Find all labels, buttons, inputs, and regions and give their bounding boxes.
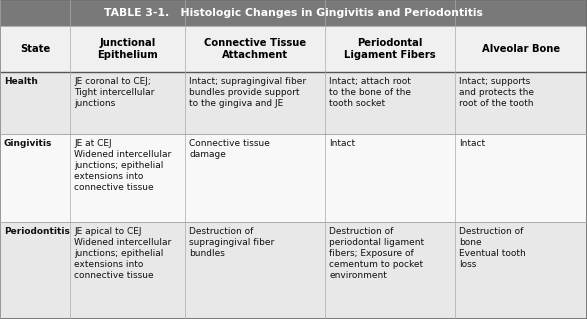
Text: JE coronal to CEJ;
Tight intercellular
junctions: JE coronal to CEJ; Tight intercellular j… bbox=[74, 77, 154, 108]
Text: TABLE 3-1.   Histologic Changes in Gingivitis and Periodontitis: TABLE 3-1. Histologic Changes in Gingivi… bbox=[104, 8, 483, 18]
Text: Connective tissue
damage: Connective tissue damage bbox=[189, 139, 270, 159]
Text: State: State bbox=[20, 44, 50, 54]
Text: Destruction of
bone
Eventual tooth
loss: Destruction of bone Eventual tooth loss bbox=[459, 227, 526, 269]
Bar bbox=[0, 0, 587, 26]
Text: Destruction of
supragingival fiber
bundles: Destruction of supragingival fiber bundl… bbox=[189, 227, 274, 258]
Bar bbox=[0, 222, 587, 319]
Text: Health: Health bbox=[4, 77, 38, 86]
Text: Intact; supragingival fiber
bundles provide support
to the gingiva and JE: Intact; supragingival fiber bundles prov… bbox=[189, 77, 306, 108]
Bar bbox=[0, 26, 587, 72]
Text: Gingivitis: Gingivitis bbox=[4, 139, 52, 148]
Text: Intact: Intact bbox=[459, 139, 485, 148]
Text: Intact; attach root
to the bone of the
tooth socket: Intact; attach root to the bone of the t… bbox=[329, 77, 411, 108]
Text: Periodontitis: Periodontitis bbox=[4, 227, 70, 236]
Text: Periodontal
Ligament Fibers: Periodontal Ligament Fibers bbox=[344, 38, 436, 60]
Text: Destruction of
periodontal ligament
fibers; Exposure of
cementum to pocket
envir: Destruction of periodontal ligament fibe… bbox=[329, 227, 424, 280]
Text: Junctional
Epithelium: Junctional Epithelium bbox=[97, 38, 158, 60]
Text: Intact: Intact bbox=[329, 139, 355, 148]
Text: Intact; supports
and protects the
root of the tooth: Intact; supports and protects the root o… bbox=[459, 77, 534, 108]
Text: Connective Tissue
Attachment: Connective Tissue Attachment bbox=[204, 38, 306, 60]
Text: Alveolar Bone: Alveolar Bone bbox=[482, 44, 560, 54]
Text: JE at CEJ
Widened intercellular
junctions; epithelial
extensions into
connective: JE at CEJ Widened intercellular junction… bbox=[74, 139, 171, 192]
Text: JE apical to CEJ
Widened intercellular
junctions; epithelial
extensions into
con: JE apical to CEJ Widened intercellular j… bbox=[74, 227, 171, 280]
Bar bbox=[0, 72, 587, 134]
Bar bbox=[0, 134, 587, 222]
